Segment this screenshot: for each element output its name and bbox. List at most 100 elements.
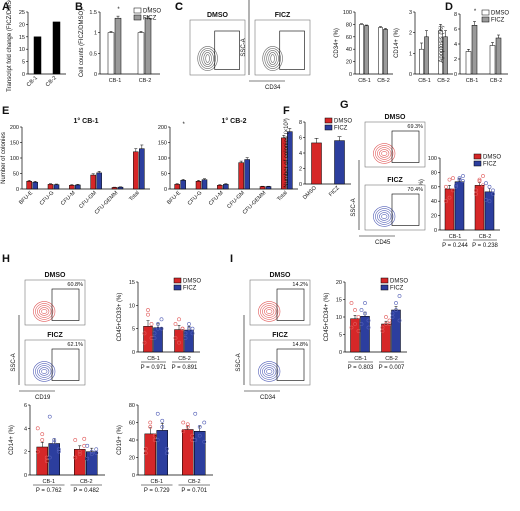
bar-DMSO-CB-2 — [182, 429, 194, 476]
legend-swatch — [324, 124, 333, 131]
bar-DMSO-CB-2 — [378, 27, 383, 75]
p-value: P = 0.971 — [141, 365, 167, 371]
bar-DMSO-CB-1 — [465, 51, 472, 75]
contour-line — [375, 145, 394, 162]
data-point — [190, 331, 195, 336]
gate-percent: 62.1% — [67, 342, 83, 348]
data-point — [183, 331, 188, 336]
x-tick-label: CB-2 — [437, 78, 450, 84]
y-tick-label: 0 — [454, 72, 457, 78]
data-point — [152, 433, 157, 438]
x-tick-label: CB-1 — [354, 356, 367, 362]
chart-title: 1° CB-2 — [222, 117, 247, 125]
data-point — [387, 322, 392, 326]
y-tick-label: 20 — [346, 60, 352, 66]
y-tick-label: 0 — [164, 187, 167, 193]
flow-plot-frame — [254, 19, 311, 76]
contour-line — [39, 367, 50, 376]
y-tick-label: 10 — [336, 315, 342, 321]
data-point — [359, 308, 364, 312]
data-point — [177, 317, 181, 322]
y-axis-label: Number of colonies (×10³) — [284, 118, 290, 188]
panel-letter: I — [230, 253, 233, 265]
bar-FICZ-Total — [139, 148, 145, 190]
data-point — [193, 438, 198, 442]
contour-line — [266, 369, 273, 374]
data-point — [40, 438, 45, 442]
gate-box — [214, 30, 240, 70]
data-point — [47, 455, 52, 460]
legend-label: FICZ — [390, 286, 404, 292]
x-tick-label: CB-1 — [418, 78, 431, 84]
data-point — [397, 294, 402, 298]
data-point — [461, 174, 465, 178]
panel-letter: C — [175, 1, 183, 13]
chart-A: 0 5 10 15 20 25 Transcript fold change (FICZ/D… — [2, 0, 66, 92]
gate-box — [276, 348, 305, 381]
y-tick-label: 1.5 — [89, 10, 97, 16]
x-tick-label: CB-2 — [490, 78, 503, 84]
bar-FICZ-CFU-GEMM — [117, 186, 124, 190]
bar-FICZ-CFU-GEMM — [265, 186, 272, 190]
data-point — [484, 197, 488, 202]
data-point — [164, 446, 169, 451]
data-point — [454, 183, 458, 188]
data-point — [454, 184, 458, 189]
bar-DMSO-CB-1 — [36, 446, 48, 476]
bar-FICZ-CB-2 — [495, 37, 502, 75]
data-point — [349, 301, 354, 305]
y-tick-label: 40 — [129, 438, 135, 444]
flow-plot-title: DMSO — [385, 114, 407, 121]
legend-swatch — [473, 160, 482, 167]
data-point — [159, 317, 164, 322]
y-tick-label: 50 — [161, 172, 167, 178]
y-tick-label: 100 — [428, 156, 437, 162]
y-tick-label: 5 — [339, 333, 342, 339]
bar-FICZ-CB-1 — [114, 17, 122, 75]
p-value: P = 0.891 — [172, 365, 198, 371]
legend-label: DMSO — [483, 155, 501, 161]
bar-DMSO-Total — [133, 151, 139, 190]
flow-plot-title: DMSO — [207, 12, 229, 19]
data-point — [35, 449, 40, 454]
data-point — [181, 429, 186, 434]
contour-line — [35, 363, 54, 380]
data-point — [180, 326, 185, 331]
data-point — [73, 455, 78, 460]
bar-FICZ-CB-1 — [424, 36, 429, 75]
data-point — [146, 308, 150, 312]
data-point — [457, 176, 462, 181]
x-tick-label: CFU-M — [208, 190, 225, 207]
y-tick-label: 20 — [19, 22, 25, 28]
data-point — [52, 440, 57, 445]
contour-line — [381, 151, 388, 156]
contour-line — [35, 303, 54, 320]
data-point — [444, 199, 448, 204]
contour-line — [262, 305, 277, 318]
data-point — [177, 340, 181, 345]
contour-line — [377, 147, 392, 160]
bar-DMSO-CB-1 — [419, 48, 424, 75]
chart-C2: 0 1 2 3 CD14+ (%) CB-1 CB-2 — [394, 10, 453, 84]
y-tick-label: 60 — [346, 35, 352, 41]
x-tick-label: BFU-E — [18, 190, 34, 206]
y-tick-label: 6 — [299, 136, 302, 142]
contour-line — [262, 46, 283, 71]
x-tick-label: CB-2 — [188, 479, 201, 485]
y-tick-label: 80 — [431, 170, 437, 176]
y-tick-label: 40 — [346, 47, 352, 53]
bar-FICZ-CB-1 — [360, 316, 370, 353]
y-tick-label: 1 — [94, 31, 97, 37]
x-tick-label: CB-2 — [385, 356, 398, 362]
x-tick-label: CFU-G — [187, 190, 204, 207]
y-tick-label: 0 — [434, 228, 437, 234]
gate-percent: 60.8% — [67, 282, 83, 288]
bar-FICZ-CB-2 — [484, 191, 495, 231]
gate-percent: 14.8% — [292, 342, 308, 348]
contour-line — [201, 50, 214, 67]
contour-line — [205, 54, 210, 63]
contour-line — [266, 50, 279, 67]
chart-B: 0 0.5 1 1.5 Cell counts (FICZ/DMSO)B * CB-1 * CB… — [75, 1, 161, 84]
